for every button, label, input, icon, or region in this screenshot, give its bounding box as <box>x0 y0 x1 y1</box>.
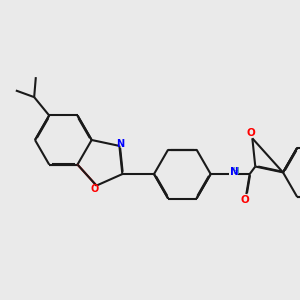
Text: O: O <box>91 184 99 194</box>
Text: N: N <box>116 139 124 149</box>
Text: H: H <box>232 167 239 176</box>
Text: O: O <box>240 195 249 205</box>
Text: O: O <box>246 128 255 138</box>
Text: N: N <box>230 167 239 177</box>
